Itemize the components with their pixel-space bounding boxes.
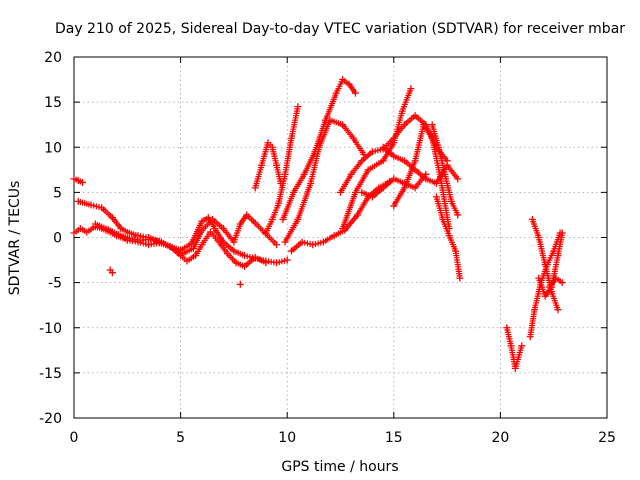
y-tick-label: -15: [39, 366, 62, 382]
series-s10: [281, 116, 368, 246]
y-tick-label: 20: [44, 50, 62, 66]
series-s8: [262, 103, 302, 237]
x-tick-label: 20: [491, 430, 509, 446]
data-point: [108, 269, 116, 277]
y-tick-label: -5: [48, 276, 62, 292]
y-tick-label: 0: [53, 231, 62, 247]
series-s21: [528, 215, 562, 314]
data-point-marker: [301, 239, 308, 246]
data-point-marker: [307, 241, 314, 248]
chart-title: Day 210 of 2025, Sidereal Day-to-day VTE…: [55, 21, 625, 37]
data-point: [79, 178, 87, 186]
y-tick-label: 15: [44, 95, 62, 111]
data-point-marker: [315, 240, 322, 247]
y-tick-label: 10: [44, 140, 62, 156]
data-points: [70, 76, 566, 372]
y-tick-label: -20: [39, 411, 62, 427]
data-point-marker: [153, 237, 160, 244]
data-point: [454, 175, 462, 183]
series-s16: [390, 121, 453, 232]
data-point: [407, 85, 415, 93]
series-s13: [339, 85, 415, 232]
x-tick-label: 0: [70, 430, 79, 446]
data-point-marker: [304, 240, 311, 247]
series-s2: [74, 197, 270, 270]
x-tick-label: 15: [385, 430, 403, 446]
data-point: [243, 211, 251, 219]
x-axis-label: GPS time / hours: [281, 459, 398, 475]
series-s17: [428, 121, 462, 219]
data-point: [558, 279, 566, 287]
x-tick-label: 25: [598, 430, 616, 446]
series-s7: [251, 139, 285, 192]
data-point: [236, 280, 244, 288]
data-point-marker: [96, 204, 103, 211]
data-point: [558, 229, 566, 237]
axis-ticks: 0 5 10 15 20 25 -20 -15 -10 -5 0 5 10 15 20: [39, 50, 616, 446]
data-point-marker: [317, 239, 324, 246]
x-tick-label: 10: [278, 430, 296, 446]
data-point: [554, 306, 562, 314]
series-s5: [236, 280, 244, 288]
data-point: [251, 219, 259, 227]
series-s18: [432, 193, 464, 282]
data-point-marker: [374, 147, 381, 154]
data-point-marker: [276, 259, 283, 266]
data-point: [294, 103, 302, 111]
data-point-marker: [281, 257, 288, 264]
series-s6: [91, 211, 281, 258]
data-point-marker: [155, 238, 162, 245]
data-point: [273, 241, 281, 249]
data-point: [456, 274, 464, 282]
x-tick-label: 5: [176, 430, 185, 446]
series-s19: [503, 324, 526, 372]
data-point: [262, 259, 270, 267]
y-tick-label: -10: [39, 321, 62, 337]
y-tick-label: 5: [53, 185, 62, 201]
data-point: [518, 342, 526, 350]
data-point-marker: [312, 241, 319, 248]
data-point: [351, 89, 359, 97]
data-point-marker: [90, 202, 97, 209]
data-point: [283, 256, 291, 264]
series-s3: [70, 175, 87, 186]
series-s23: [545, 274, 566, 291]
series-s4: [106, 266, 116, 277]
data-point-marker: [278, 258, 285, 265]
data-point: [454, 211, 462, 219]
series-s15: [379, 143, 462, 187]
data-point-marker: [244, 253, 251, 260]
data-point-marker: [372, 148, 379, 155]
data-point-marker: [150, 236, 157, 243]
y-axis-label: SDTVAR / TECUs: [7, 181, 23, 296]
data-point-marker: [93, 203, 100, 210]
